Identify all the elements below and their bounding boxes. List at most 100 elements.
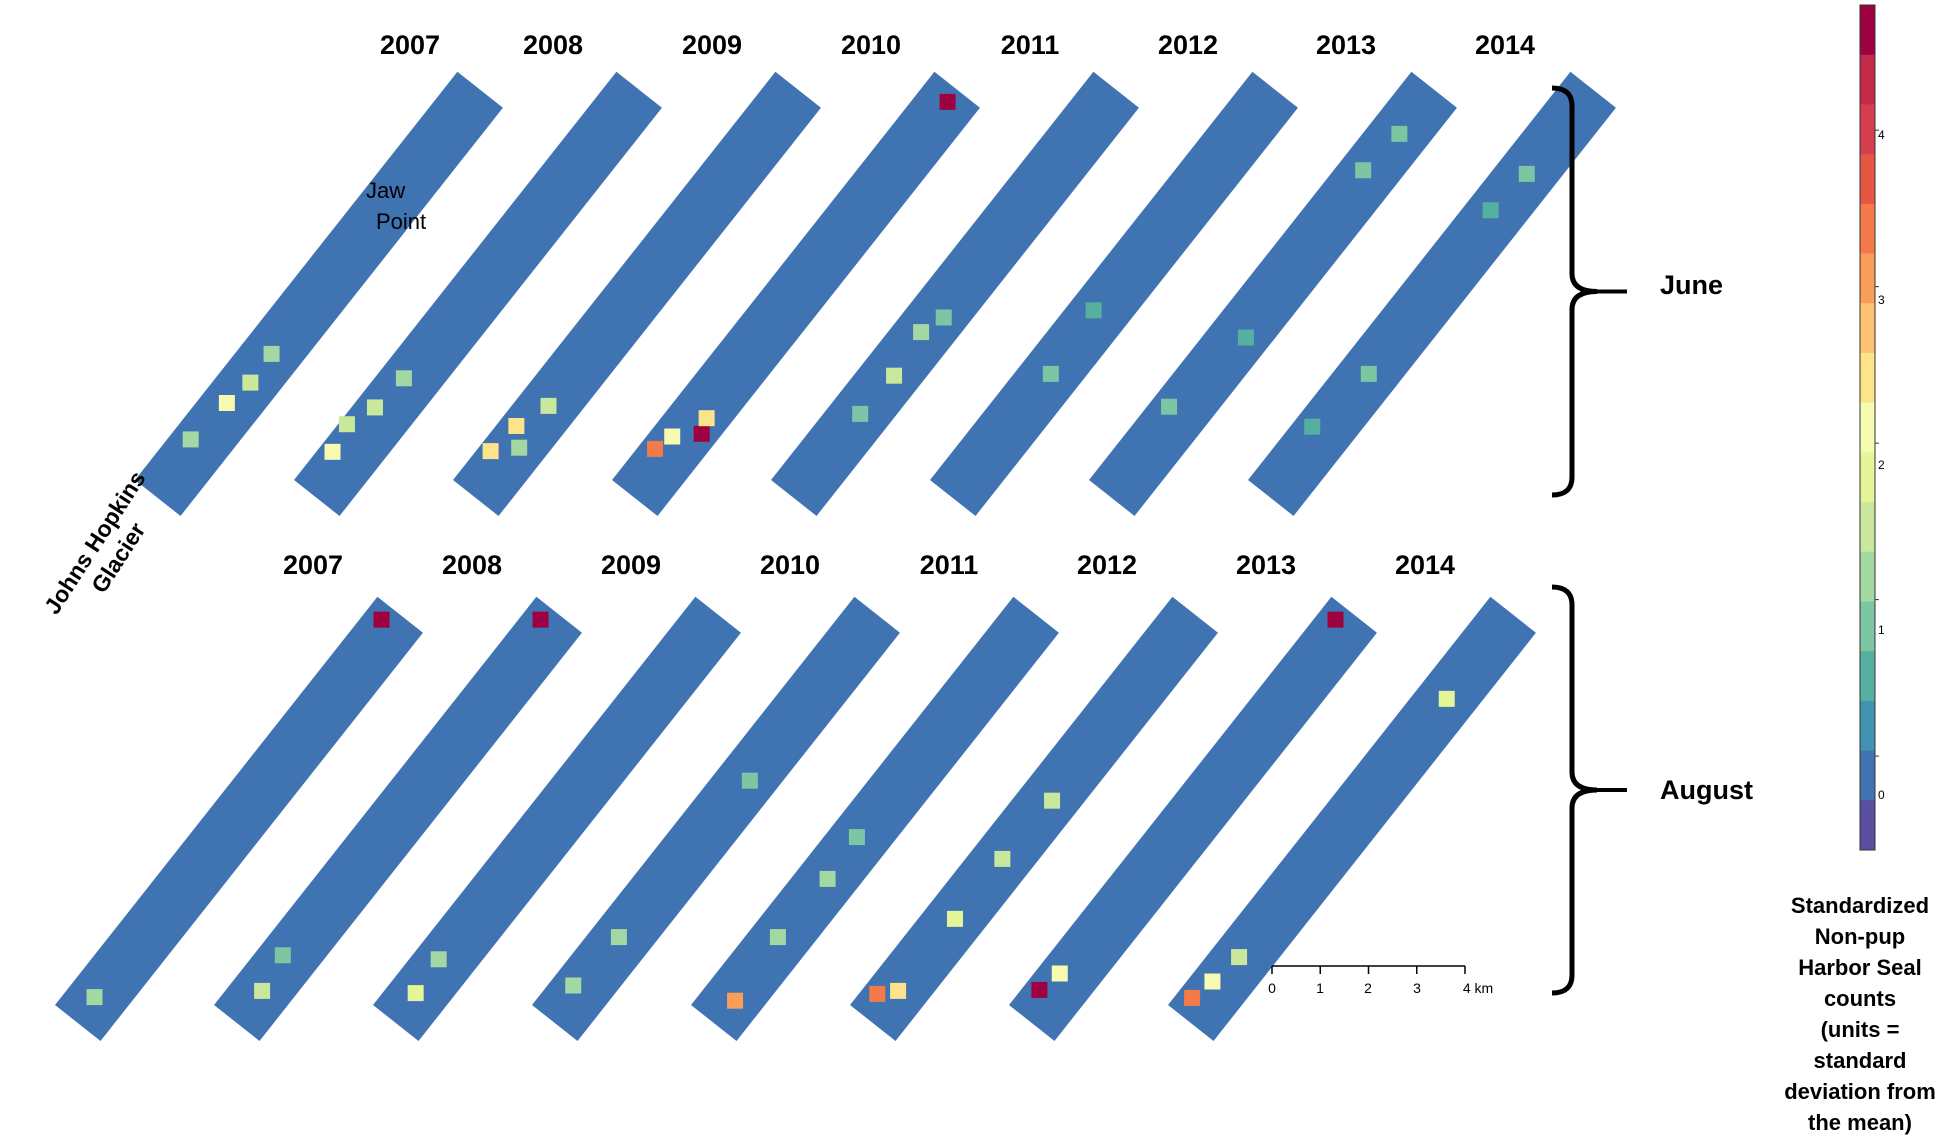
colorbar-swatch — [1860, 452, 1875, 503]
colorbar-swatch — [1860, 402, 1875, 453]
jaw-point-label: Jaw Point — [366, 175, 426, 237]
year-label-august-2013: 2013 — [1235, 550, 1297, 580]
colorbar-title-line: deviation from — [1784, 1079, 1936, 1104]
hotspot-june-2010-2 — [698, 410, 715, 427]
colorbar-swatch — [1860, 253, 1875, 304]
hotspot-june-2008-0 — [324, 443, 341, 460]
hotspot-june-2013-2 — [1161, 398, 1178, 415]
hotspot-august-2009-1 — [430, 951, 447, 968]
year-label-june-2012: 2012 — [1157, 30, 1219, 60]
scale-bar-label-0: 0 — [1268, 980, 1276, 996]
year-label-june-2014: 2014 — [1474, 30, 1536, 60]
hotspot-august-2012-1 — [994, 850, 1011, 867]
year-label-august-2008: 2008 — [441, 550, 503, 580]
hotspot-june-2011-1 — [913, 324, 930, 341]
hotspot-june-2014-0 — [1518, 165, 1535, 182]
colorbar-tick-2: 2 — [1878, 458, 1885, 472]
hotspot-august-2008-0 — [254, 982, 271, 999]
colorbar-tick-1: 1 — [1878, 623, 1885, 637]
hotspot-august-2010-0 — [610, 929, 627, 946]
hotspot-june-2013-0 — [1391, 125, 1408, 142]
year-label-august-2011: 2011 — [919, 550, 979, 580]
hotspot-august-2013-0 — [1031, 981, 1048, 998]
colorbar-swatch — [1860, 203, 1875, 255]
hotspot-august-2010-1 — [565, 977, 582, 994]
fjord-panel-august-2013 — [1009, 596, 1377, 1041]
hotspot-june-2009-0 — [508, 417, 525, 434]
hotspot-august-2010-2 — [741, 772, 758, 789]
hotspot-june-2011-2 — [852, 405, 869, 422]
fjord-panel-august-2014 — [1168, 596, 1536, 1041]
colorbar-swatch — [1860, 5, 1875, 56]
fjord-panel-june-2013 — [1089, 71, 1457, 516]
hotspot-june-2010-0 — [647, 440, 664, 457]
hotspot-june-2014-1 — [1482, 202, 1499, 219]
hotspot-june-2014-3 — [1304, 418, 1321, 435]
scale-bar-label-3: 3 — [1413, 980, 1421, 996]
colorbar-title-line: (units = — [1820, 1017, 1900, 1042]
colorbar-swatch — [1860, 502, 1875, 553]
year-label-august-2010: 2010 — [759, 550, 821, 580]
colorbar-title-line: Non-pup — [1814, 924, 1906, 949]
colorbar-swatch — [1860, 303, 1875, 354]
scale-bar-label-2: 2 — [1364, 980, 1372, 996]
fjord-panel-june-2012 — [930, 71, 1298, 516]
colorbar-swatch — [1860, 700, 1875, 752]
colorbar-title-line: counts — [1823, 986, 1897, 1011]
hotspot-june-2012-1 — [1085, 302, 1102, 319]
hotspot-august-2007-0 — [86, 989, 103, 1006]
row-label-june: June — [1660, 270, 1724, 300]
year-label-june-2007: 2007 — [379, 30, 441, 60]
row-label-august: August — [1660, 775, 1753, 805]
fjord-panel-june-2011 — [771, 71, 1139, 516]
colorbar-title: Standardized Non-pup Harbor Seal counts … — [1780, 890, 1940, 1138]
year-label-june-2011: 2011 — [1000, 30, 1060, 60]
fjord-panel-august-2012 — [850, 596, 1218, 1041]
hotspot-june-2009-2 — [482, 443, 499, 460]
colorbar-swatch — [1860, 651, 1875, 702]
hotspot-june-2010-4 — [939, 93, 956, 110]
hotspot-august-2009-0 — [407, 985, 424, 1002]
year-label-june-2008: 2008 — [522, 30, 584, 60]
hotspot-august-2011-3 — [727, 992, 744, 1009]
year-label-june-2009: 2009 — [681, 30, 743, 60]
hotspot-june-2014-2 — [1360, 365, 1377, 382]
colorbar-swatch — [1860, 104, 1875, 155]
hotspot-august-2014-1 — [1231, 949, 1248, 966]
year-label-june-2010: 2010 — [840, 30, 902, 60]
hotspot-august-2012-4 — [869, 985, 886, 1002]
scale-bar-label-4: 4 km — [1462, 980, 1494, 996]
hotspot-june-2011-0 — [886, 367, 903, 384]
hotspot-june-2007-0 — [218, 395, 235, 412]
hotspot-june-2012-0 — [1042, 365, 1059, 382]
hotspot-august-2008-1 — [274, 947, 291, 964]
year-label-august-2012: 2012 — [1076, 550, 1138, 580]
hotspot-august-2014-0 — [1204, 973, 1221, 990]
hotspot-august-2008-2 — [532, 611, 549, 628]
hotspot-june-2009-3 — [511, 439, 528, 456]
hotspot-august-2011-1 — [819, 870, 836, 887]
hotspot-august-2012-2 — [1044, 792, 1061, 809]
colorbar-swatch — [1860, 551, 1875, 602]
fjord-panel-june-2010 — [612, 71, 980, 516]
hotspot-june-2009-1 — [540, 397, 557, 414]
scale-bar-label-1: 1 — [1316, 980, 1324, 996]
year-label-august-2014: 2014 — [1394, 550, 1456, 580]
fjord-panel-june-2008 — [294, 71, 662, 516]
colorbar-tick-4: 4 — [1878, 128, 1885, 142]
colorbar-swatch — [1860, 352, 1875, 404]
hotspot-august-2013-2 — [1327, 611, 1344, 628]
hotspot-june-2010-3 — [664, 428, 681, 445]
hotspot-june-2007-2 — [182, 431, 199, 448]
colorbar-title-line: Harbor Seal — [1798, 955, 1922, 980]
hotspot-june-2008-3 — [395, 370, 412, 387]
august-bracket — [1551, 584, 1598, 996]
colorbar-tick-3: 3 — [1878, 293, 1885, 307]
jaw-point-label-line1: Jaw — [366, 178, 406, 203]
colorbar-swatch — [1860, 54, 1875, 105]
year-label-june-2013: 2013 — [1315, 30, 1377, 60]
hotspot-august-2014-2 — [1184, 989, 1201, 1006]
colorbar-title-line: standard — [1813, 1048, 1907, 1073]
hotspot-august-2013-1 — [1051, 965, 1068, 982]
